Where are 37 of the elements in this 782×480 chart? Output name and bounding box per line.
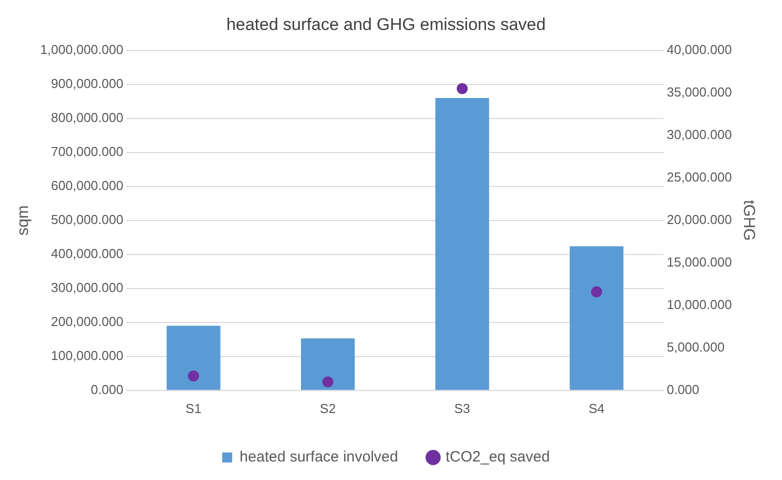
bar <box>435 98 490 390</box>
y2-tick-label: 5,000.000 <box>666 339 725 354</box>
y2-tick-label: 35,000.000 <box>666 84 732 100</box>
y2-tick-label: 40,000.000 <box>666 42 732 57</box>
bar <box>166 326 220 390</box>
y-tick-label: 500,000.000 <box>51 212 124 227</box>
bar <box>570 246 624 390</box>
x-tick-label: S1 <box>186 400 202 416</box>
y-tick-label: 1,000,000.000 <box>40 42 124 57</box>
y-tick-label: 600,000.000 <box>51 178 124 193</box>
point <box>188 370 200 382</box>
point <box>456 83 468 94</box>
x-tick-label: S3 <box>454 400 470 416</box>
y2-tick-label: 0.000 <box>666 382 700 397</box>
x-tick-label: S4 <box>588 400 605 416</box>
y-tick-label: 0.000 <box>90 382 124 397</box>
y2-axis-title: tGHG <box>740 200 757 241</box>
y-tick-label: 300,000.000 <box>51 280 124 295</box>
y2-tick-label: 15,000.000 <box>666 254 732 270</box>
bar <box>300 338 355 390</box>
point <box>591 286 602 298</box>
y-tick-label: 800,000.000 <box>51 110 124 125</box>
y2-tick-label: 20,000.000 <box>666 212 732 227</box>
y-tick-label: 100,000.000 <box>51 348 124 363</box>
y-axis-title: sqm <box>15 205 32 236</box>
legend-label: heated surface involved <box>240 448 398 466</box>
y2-tick-label: 10,000.000 <box>666 296 732 312</box>
y-tick-label: 900,000.000 <box>51 76 124 91</box>
legend-label: tCO2_eq saved <box>446 448 550 466</box>
y-tick-label: 200,000.000 <box>51 314 124 329</box>
y-tick-label: 700,000.000 <box>51 144 124 159</box>
point <box>322 376 334 388</box>
y-tick-label: 400,000.000 <box>51 246 124 261</box>
chart-title: heated surface and GHG emissions saved <box>226 14 546 34</box>
y2-tick-label: 25,000.000 <box>666 169 732 184</box>
y2-tick-label: 30,000.000 <box>666 126 732 142</box>
x-tick-label: S2 <box>320 400 336 416</box>
